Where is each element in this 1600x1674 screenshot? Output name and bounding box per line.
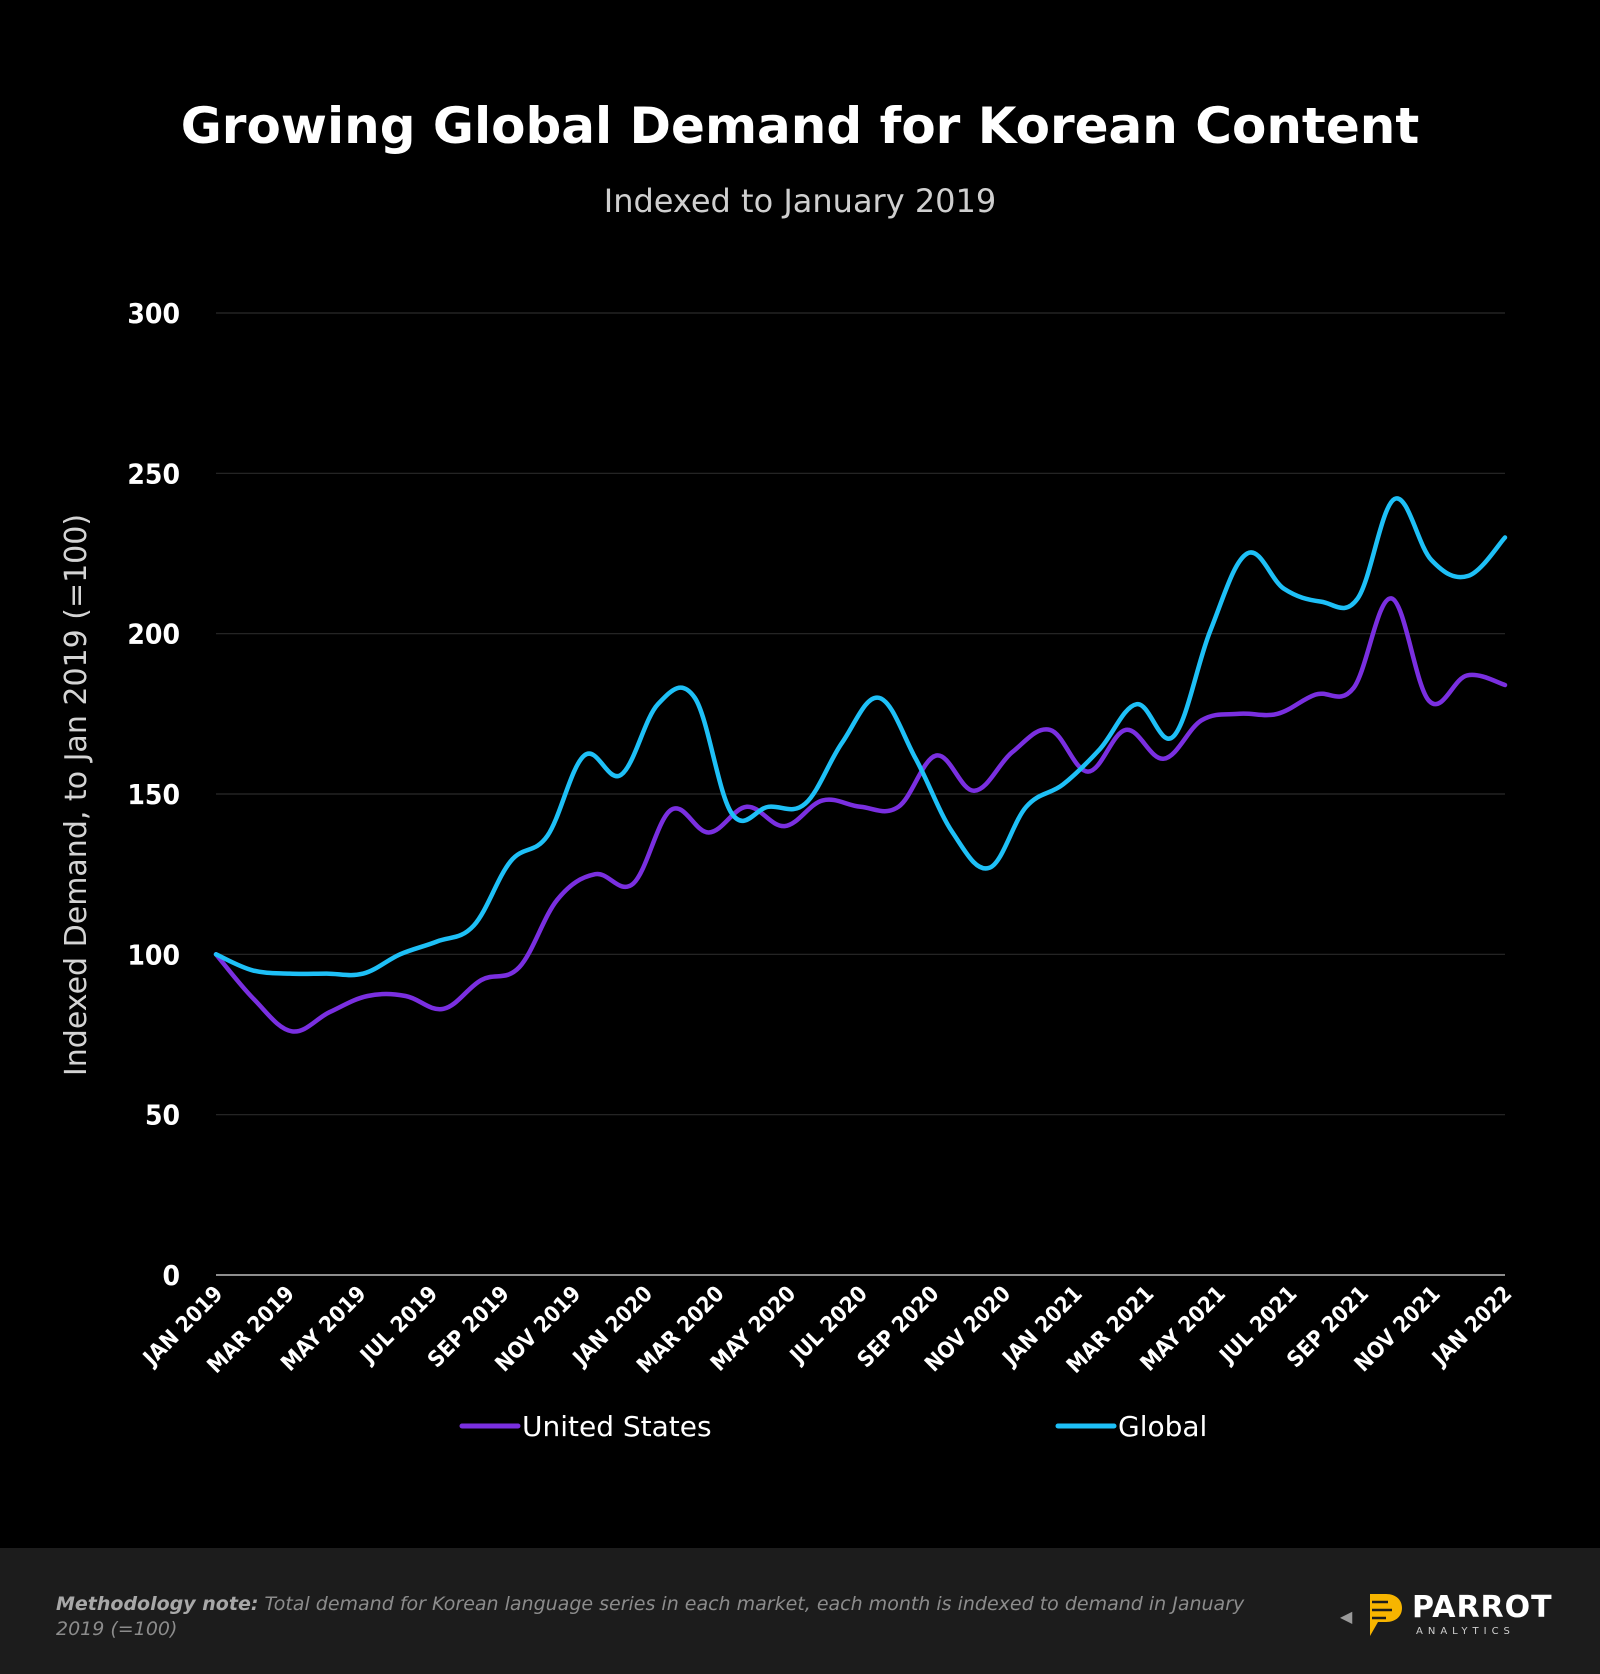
series-line-united-states: [213, 596, 1508, 1034]
chevron-left-icon: ◀: [1340, 1607, 1353, 1626]
chart-subtitle: Indexed to January 2019: [604, 182, 997, 220]
chart: Growing Global Demand for Korean Content…: [59, 97, 1518, 1443]
logo-wordmark: PARROT: [1412, 1590, 1553, 1625]
y-axis-label: Indexed Demand, to Jan 2019 (=100): [59, 514, 94, 1076]
series-line-global: [213, 496, 1508, 978]
methodology-note: Methodology note: Total demand for Korea…: [56, 1592, 1276, 1642]
y-tick-label: 200: [127, 618, 180, 651]
legend-label-united-states: United States: [522, 1410, 712, 1443]
parrot-analytics-logo: ◀ PARROT ANALYTICS: [1340, 1590, 1553, 1642]
series-lines: [213, 496, 1508, 1034]
y-tick-label: 150: [127, 778, 180, 811]
methodology-note-text: Total demand for Korean language series …: [56, 1593, 1245, 1640]
y-tick-label: 0: [162, 1259, 180, 1292]
y-tick-label: 50: [145, 1099, 180, 1132]
methodology-note-label: Methodology note:: [56, 1593, 259, 1615]
footer: Methodology note: Total demand for Korea…: [0, 1548, 1600, 1674]
grid: [216, 312, 1505, 1276]
y-tick-label: 100: [127, 938, 180, 971]
chart-title: Growing Global Demand for Korean Content: [181, 97, 1419, 155]
logo-mark-shape: [1370, 1594, 1402, 1636]
parrot-logo-icon: [1370, 1594, 1402, 1636]
logo-subtitle: ANALYTICS: [1416, 1626, 1515, 1637]
y-tick-label: 300: [127, 297, 180, 330]
y-axis-ticks: 0 50 100 150 200 250 300: [127, 297, 180, 1292]
legend: United States Global: [459, 1410, 1207, 1443]
legend-label-global: Global: [1118, 1410, 1207, 1443]
y-tick-label: 250: [127, 457, 180, 490]
